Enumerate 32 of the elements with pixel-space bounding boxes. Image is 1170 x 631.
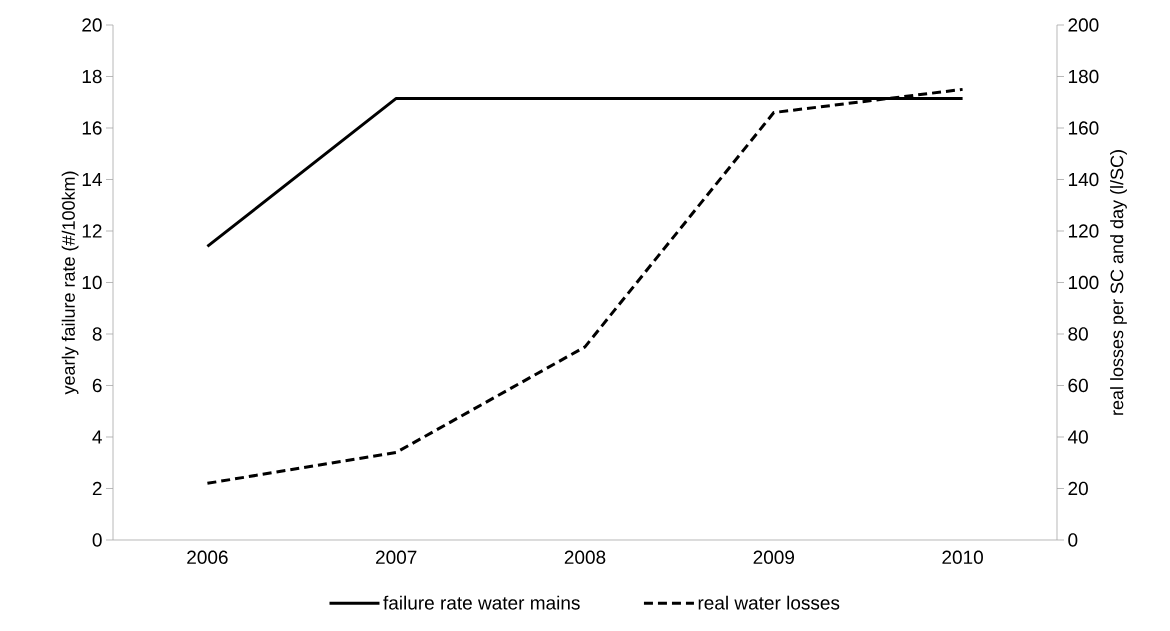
y-tick-label: 0 bbox=[92, 533, 102, 547]
y2-tick-label: 40 bbox=[1067, 430, 1088, 444]
y2-tick-label: 100 bbox=[1068, 275, 1099, 290]
y2-tick-label: 60 bbox=[1068, 378, 1088, 393]
y2-tick-label: 200 bbox=[1068, 18, 1099, 32]
y2-axis-title: real losses per SC and day (l/SC) bbox=[1110, 150, 1127, 415]
legend-label: failure rate water mains bbox=[383, 595, 580, 610]
y-tick-label: 2 bbox=[92, 481, 102, 496]
y-tick-label: 18 bbox=[82, 69, 102, 84]
y-tick-label: 14 bbox=[82, 172, 102, 187]
y-tick-label: 8 bbox=[92, 327, 102, 341]
y2-tick-label: 160 bbox=[1068, 121, 1099, 135]
y2-tick-label: 0 bbox=[1068, 533, 1078, 547]
y2-tick-label: 80 bbox=[1068, 327, 1088, 341]
x-tick-label: 2010 bbox=[942, 550, 983, 564]
legend-label: real water losses bbox=[698, 595, 840, 610]
x-tick-label: 2007 bbox=[376, 550, 417, 564]
y2-tick-label: 140 bbox=[1068, 172, 1099, 187]
y-axis-title: yearly failure rate (#/100km) bbox=[61, 171, 79, 395]
x-tick-label: 2009 bbox=[753, 550, 795, 564]
y2-tick-label: 180 bbox=[1068, 69, 1099, 84]
y2-tick-label: 120 bbox=[1068, 224, 1099, 238]
x-tick-label: 2008 bbox=[564, 550, 606, 564]
y-tick-label: 16 bbox=[82, 121, 102, 135]
x-tick-label: 2006 bbox=[187, 550, 228, 564]
y-tick-label: 6 bbox=[92, 378, 102, 393]
y2-tick-label: 20 bbox=[1068, 481, 1088, 496]
y-tick-label: 12 bbox=[82, 224, 102, 238]
line-series bbox=[205, 87, 965, 485]
y-tick-label: 20 bbox=[82, 18, 102, 32]
y-tick-label: 4 bbox=[92, 430, 102, 444]
y-tick-label: 10 bbox=[82, 275, 102, 290]
